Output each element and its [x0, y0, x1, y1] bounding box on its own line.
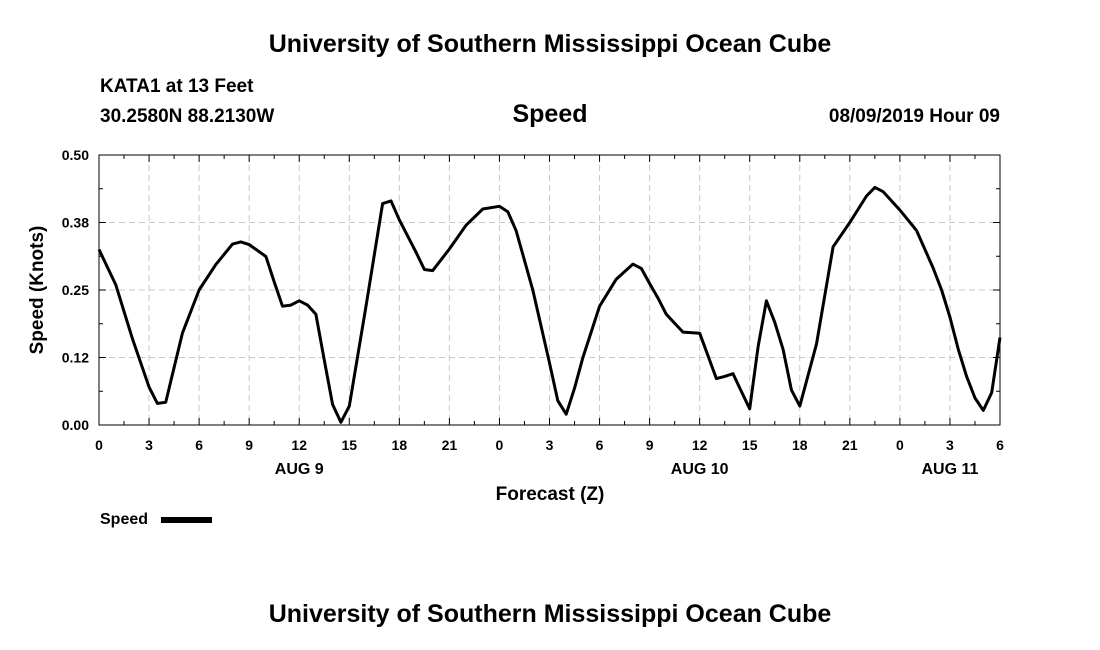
x-tick-label: 0 [896, 437, 904, 453]
series-line-speed [97, 185, 1002, 424]
x-tick-label: 21 [842, 437, 858, 453]
variable-label: Speed [512, 100, 588, 128]
x-tick-label: 21 [442, 437, 458, 453]
x-tick-label: 12 [291, 437, 307, 453]
x-tick-label: 9 [245, 437, 253, 453]
x-tick-label: 0 [95, 437, 103, 453]
day-label: AUG 9 [275, 461, 324, 478]
y-axis-title: Speed (Knots) [27, 226, 48, 355]
x-tick-label: 6 [996, 437, 1004, 453]
y-tick-label: 0.00 [62, 417, 89, 433]
location-label: 30.2580N 88.2130W [100, 106, 275, 127]
x-tick-label: 18 [792, 437, 808, 453]
x-tick-label: 15 [742, 437, 758, 453]
x-tick-label: 9 [646, 437, 654, 453]
x-tick-label: 6 [596, 437, 604, 453]
datetime-label: 08/09/2019 Hour 09 [828, 106, 1000, 127]
page-title: University of Southern Mississippi Ocean… [268, 30, 832, 58]
x-tick-label: 3 [546, 437, 554, 453]
y-tick-label: 0.12 [62, 350, 89, 366]
day-label: AUG 10 [671, 461, 729, 478]
x-tick-label: 0 [496, 437, 504, 453]
station-label: KATA1 at 13 Feet [100, 76, 254, 97]
x-tick-label: 15 [341, 437, 357, 453]
y-tick-label: 0.50 [62, 147, 89, 163]
x-tick-label: 12 [692, 437, 708, 453]
plot-frame [98, 154, 1001, 426]
grid [99, 155, 1000, 425]
axis-labels: 0 3 6 9 12 15 18 21 0 3 6 9 12 15 18 21 0 3 6 0.00 0.12 0.25 0… [62, 147, 1004, 478]
day-label: AUG 11 [921, 461, 978, 478]
x-tick-label: 18 [392, 437, 408, 453]
x-tick-label: 6 [195, 437, 203, 453]
legend-label: Speed [100, 511, 148, 528]
x-axis-title: Forecast (Z) [496, 484, 605, 505]
x-tick-label: 3 [145, 437, 153, 453]
footer-title: University of Southern Mississippi Ocean… [268, 600, 832, 628]
x-tick-label: 3 [946, 437, 954, 453]
y-tick-label: 0.25 [62, 282, 89, 298]
y-tick-label: 0.38 [62, 215, 89, 231]
